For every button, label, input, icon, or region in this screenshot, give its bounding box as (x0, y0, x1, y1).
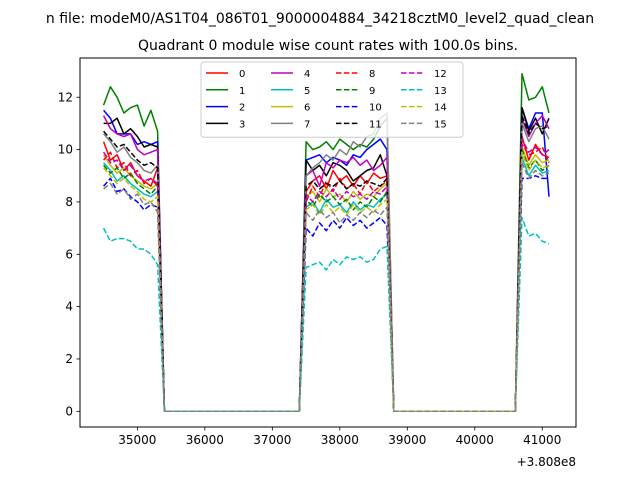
legend-label-7: 7 (304, 119, 310, 130)
legend-label-3: 3 (239, 119, 245, 130)
series-line-2 (103, 106, 550, 413)
series-line-7 (103, 112, 550, 413)
y-axis: 0 2 4 6 8 10 12 (58, 90, 80, 418)
legend-label-4: 4 (304, 69, 310, 80)
plot-series-group (102, 72, 550, 413)
y-tick-label: 2 (65, 352, 73, 366)
legend-label-0: 0 (239, 69, 245, 80)
x-tick-label: 38000 (321, 433, 359, 447)
legend-label-11: 11 (369, 119, 382, 130)
series-line-5 (103, 156, 550, 413)
series-line-10 (103, 175, 549, 413)
legend-box (200, 61, 464, 138)
series-line-12 (102, 138, 550, 413)
x-tick-label: 36000 (186, 433, 224, 447)
y-tick-label: 6 (65, 247, 73, 261)
x-tick-label: 40000 (456, 433, 494, 447)
series-line-13 (102, 216, 550, 413)
legend-label-5: 5 (304, 86, 310, 97)
legend-label-8: 8 (369, 69, 375, 80)
series-line-6 (102, 146, 550, 413)
legend-label-2: 2 (239, 103, 245, 114)
x-axis: 35000 36000 37000 38000 39000 40000 41000 (118, 427, 561, 447)
legend-label-12: 12 (434, 69, 447, 80)
series-line-3 (103, 106, 550, 413)
y-tick-label: 8 (65, 195, 73, 209)
x-tick-label: 39000 (388, 433, 426, 447)
legend-label-1: 1 (239, 86, 245, 97)
chart-title: Quadrant 0 module wise count rates with … (138, 38, 518, 54)
series-line-9 (103, 148, 550, 413)
legend-label-14: 14 (434, 103, 447, 114)
y-tick-label: 0 (65, 404, 73, 418)
x-tick-label: 35000 (118, 433, 156, 447)
y-tick-label: 10 (58, 143, 73, 157)
x-tick-label: 37000 (253, 433, 291, 447)
x-axis-offset-label: +3.808e8 (517, 455, 576, 469)
series-line-4 (102, 114, 550, 413)
series-line-14 (103, 151, 550, 413)
legend-label-9: 9 (369, 86, 375, 97)
legend-label-10: 10 (369, 103, 382, 114)
legend-label-13: 13 (434, 86, 447, 97)
series-line-11 (103, 114, 550, 413)
figure-suptitle: n file: modeM0/AS1T04_086T01_9000004884_… (46, 11, 594, 27)
y-tick-label: 12 (58, 90, 73, 104)
plot-frame (79, 57, 577, 428)
x-tick-label: 41000 (523, 433, 561, 447)
series-line-15 (103, 161, 550, 413)
legend-label-15: 15 (434, 119, 447, 130)
series-line-0 (102, 135, 550, 413)
y-tick-label: 4 (65, 300, 73, 314)
legend-label-6: 6 (304, 103, 310, 114)
